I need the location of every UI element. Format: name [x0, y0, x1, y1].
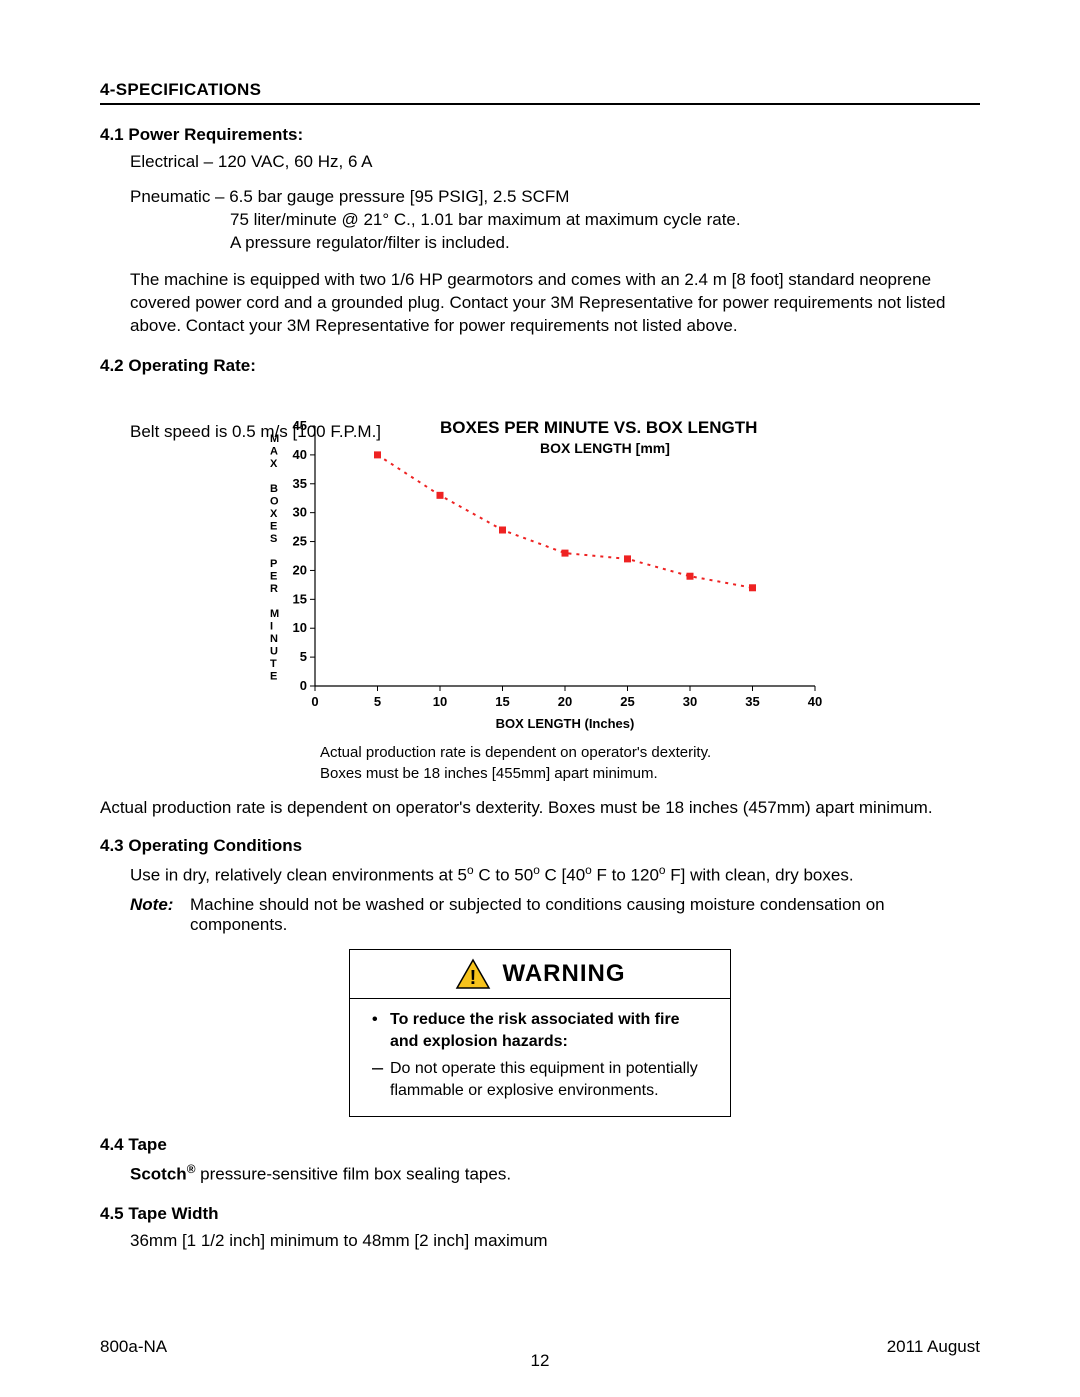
pneumatic-detail-2: A pressure regulator/filter is included. — [230, 232, 980, 255]
operating-conditions-text: Use in dry, relatively clean environment… — [130, 862, 980, 888]
footer-right: 2011 August — [887, 1337, 980, 1357]
svg-text:20: 20 — [558, 694, 572, 709]
dash-mark: – — [372, 1058, 390, 1101]
after-chart-text: Actual production rate is dependent on o… — [100, 798, 980, 818]
heading-4-1: 4.1 Power Requirements: — [100, 125, 980, 145]
svg-text:20: 20 — [293, 562, 307, 577]
warning-header: ! WARNING — [350, 950, 730, 999]
pneumatic-detail-1: 75 liter/minute @ 21° C., 1.01 bar maxim… — [230, 209, 980, 232]
svg-text:S: S — [270, 533, 277, 545]
svg-text:30: 30 — [293, 504, 307, 519]
page-footer: 800a-NA 2011 August 12 — [100, 1337, 980, 1357]
svg-text:X: X — [270, 508, 278, 520]
warning-dash-text: Do not operate this equipment in potenti… — [390, 1058, 708, 1101]
svg-text:30: 30 — [683, 694, 697, 709]
svg-text:T: T — [270, 658, 277, 670]
chart-title: BOXES PER MINUTE VS. BOX LENGTH — [440, 418, 757, 438]
boxes-chart: 0510152025303540450510152025303540BOX LE… — [260, 416, 830, 736]
svg-text:25: 25 — [620, 694, 634, 709]
svg-text:25: 25 — [293, 533, 307, 548]
belt-speed-text: Belt speed is 0.5 m/s [100 F.P.M.] — [130, 422, 381, 442]
tape-width-text: 36mm [1 1/2 inch] minimum to 48mm [2 inc… — [130, 1230, 980, 1253]
chart-subtitle: BOX LENGTH [mm] — [540, 440, 670, 456]
warning-triangle-icon: ! — [455, 958, 491, 990]
footer-left: 800a-NA — [100, 1337, 167, 1357]
svg-text:0: 0 — [300, 678, 307, 693]
page: 4-SPECIFICATIONS 4.1 Power Requirements:… — [0, 0, 1080, 1397]
warning-box: ! WARNING • To reduce the risk associate… — [349, 949, 731, 1116]
note-label: Note: — [130, 895, 190, 935]
svg-text:5: 5 — [300, 649, 307, 664]
svg-text:N: N — [270, 633, 278, 645]
svg-text:R: R — [270, 583, 278, 595]
section-title: 4-SPECIFICATIONS — [100, 80, 980, 105]
svg-text:E: E — [270, 670, 277, 682]
pneumatic-spec: Pneumatic – 6.5 bar gauge pressure [95 P… — [130, 186, 980, 209]
chart-caption-1: Actual production rate is dependent on o… — [320, 742, 980, 763]
svg-text:10: 10 — [293, 620, 307, 635]
svg-text:E: E — [270, 520, 277, 532]
svg-text:M: M — [270, 608, 279, 620]
svg-text:5: 5 — [374, 694, 381, 709]
svg-text:BOX LENGTH (Inches): BOX LENGTH (Inches) — [496, 716, 635, 731]
note-body: Machine should not be washed or subjecte… — [190, 895, 980, 935]
svg-text:10: 10 — [433, 694, 447, 709]
svg-text:15: 15 — [293, 591, 307, 606]
note-row: Note: Machine should not be washed or su… — [130, 895, 980, 935]
footer-page-number: 12 — [100, 1351, 980, 1371]
svg-text:40: 40 — [293, 446, 307, 461]
svg-text:E: E — [270, 570, 277, 582]
warning-title: WARNING — [503, 960, 626, 988]
svg-text:P: P — [270, 558, 277, 570]
electrical-spec: Electrical – 120 VAC, 60 Hz, 6 A — [130, 151, 980, 174]
svg-text:A: A — [270, 445, 278, 457]
heading-4-3: 4.3 Operating Conditions — [100, 836, 980, 856]
svg-text:0: 0 — [311, 694, 318, 709]
power-paragraph: The machine is equipped with two 1/6 HP … — [130, 269, 980, 338]
heading-4-2: 4.2 Operating Rate: — [100, 356, 980, 376]
bullet-dot: • — [372, 1009, 390, 1052]
svg-text:35: 35 — [293, 475, 307, 490]
warning-body: • To reduce the risk associated with fir… — [350, 999, 730, 1115]
chart-caption-2: Boxes must be 18 inches [455mm] apart mi… — [320, 763, 980, 784]
chart-container: Belt speed is 0.5 m/s [100 F.P.M.] BOXES… — [100, 416, 980, 784]
tape-text: Scotch® pressure-sensitive film box seal… — [130, 1161, 980, 1187]
svg-text:B: B — [270, 483, 278, 495]
svg-text:U: U — [270, 645, 278, 657]
heading-4-5: 4.5 Tape Width — [100, 1204, 980, 1224]
heading-4-4: 4.4 Tape — [100, 1135, 980, 1155]
svg-text:40: 40 — [808, 694, 822, 709]
warning-bullet-text: To reduce the risk associated with fire … — [390, 1009, 708, 1052]
svg-text:X: X — [270, 458, 278, 470]
svg-text:O: O — [270, 495, 279, 507]
svg-text:I: I — [270, 620, 273, 632]
svg-text:35: 35 — [745, 694, 759, 709]
svg-text:!: ! — [469, 967, 476, 989]
svg-text:15: 15 — [495, 694, 509, 709]
